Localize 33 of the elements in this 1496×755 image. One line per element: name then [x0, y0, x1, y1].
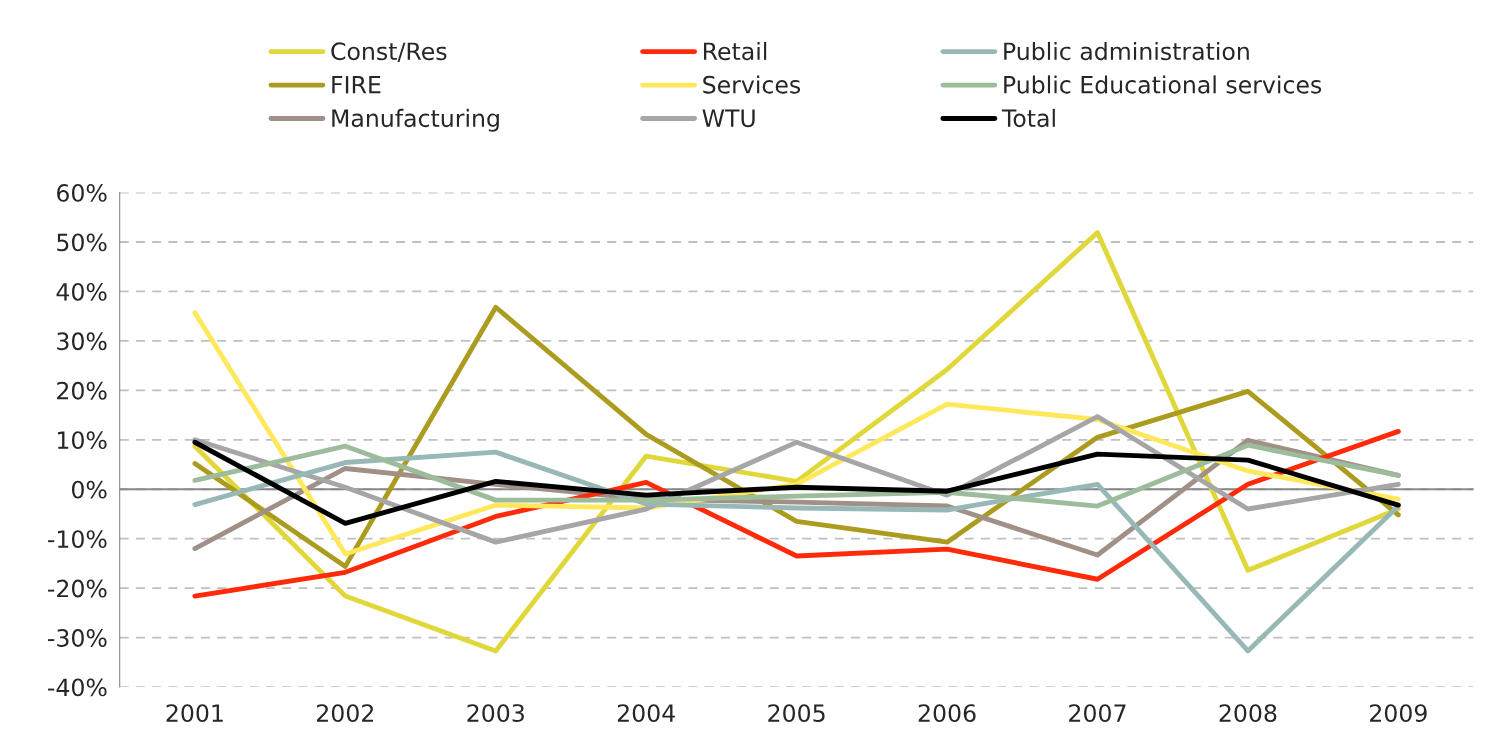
y-tick-label: 60% — [57, 183, 107, 202]
y-tick-label: -40% — [48, 678, 107, 697]
legend-label: Const/Res — [331, 42, 447, 63]
y-tick-label: -20% — [48, 579, 107, 598]
x-tick-label: 2003 — [467, 704, 524, 722]
y-tick-label: 10% — [57, 431, 107, 450]
line-series — [192, 442, 1401, 509]
x-tick-label: 2004 — [617, 704, 675, 722]
legend-label: FIRE — [332, 76, 381, 94]
x-tick-label: 2005 — [768, 704, 825, 722]
y-tick-label: 40% — [56, 282, 107, 301]
x-tick-label: 2001 — [166, 704, 223, 722]
y-tick-label: -30% — [48, 629, 107, 647]
legend-label: Manufacturing — [332, 108, 499, 132]
x-tick-label: 2002 — [317, 704, 374, 722]
y-tick-label: 50% — [57, 233, 107, 252]
legend-label: Public administration — [1004, 41, 1249, 61]
y-tick-label: -10% — [48, 530, 107, 548]
x-tick-label: 2006 — [918, 704, 976, 722]
x-tick-label: 2008 — [1219, 704, 1277, 722]
y-tick-label: 0% — [71, 480, 107, 499]
x-tick-label: 2007 — [1069, 704, 1126, 722]
legend-label: Retail — [703, 41, 767, 61]
line-series — [192, 449, 1401, 654]
legend-label: Public Educational services — [1004, 75, 1322, 94]
x-tick-label: 2009 — [1370, 704, 1427, 722]
legend-label: Total — [1001, 108, 1055, 128]
y-tick-label: 20% — [57, 381, 107, 400]
line-series — [192, 439, 1401, 526]
y-tick-label: 30% — [57, 332, 107, 351]
legend-label: WTU — [702, 109, 755, 128]
line-series — [192, 230, 1401, 654]
legend-label: Services — [703, 75, 801, 94]
